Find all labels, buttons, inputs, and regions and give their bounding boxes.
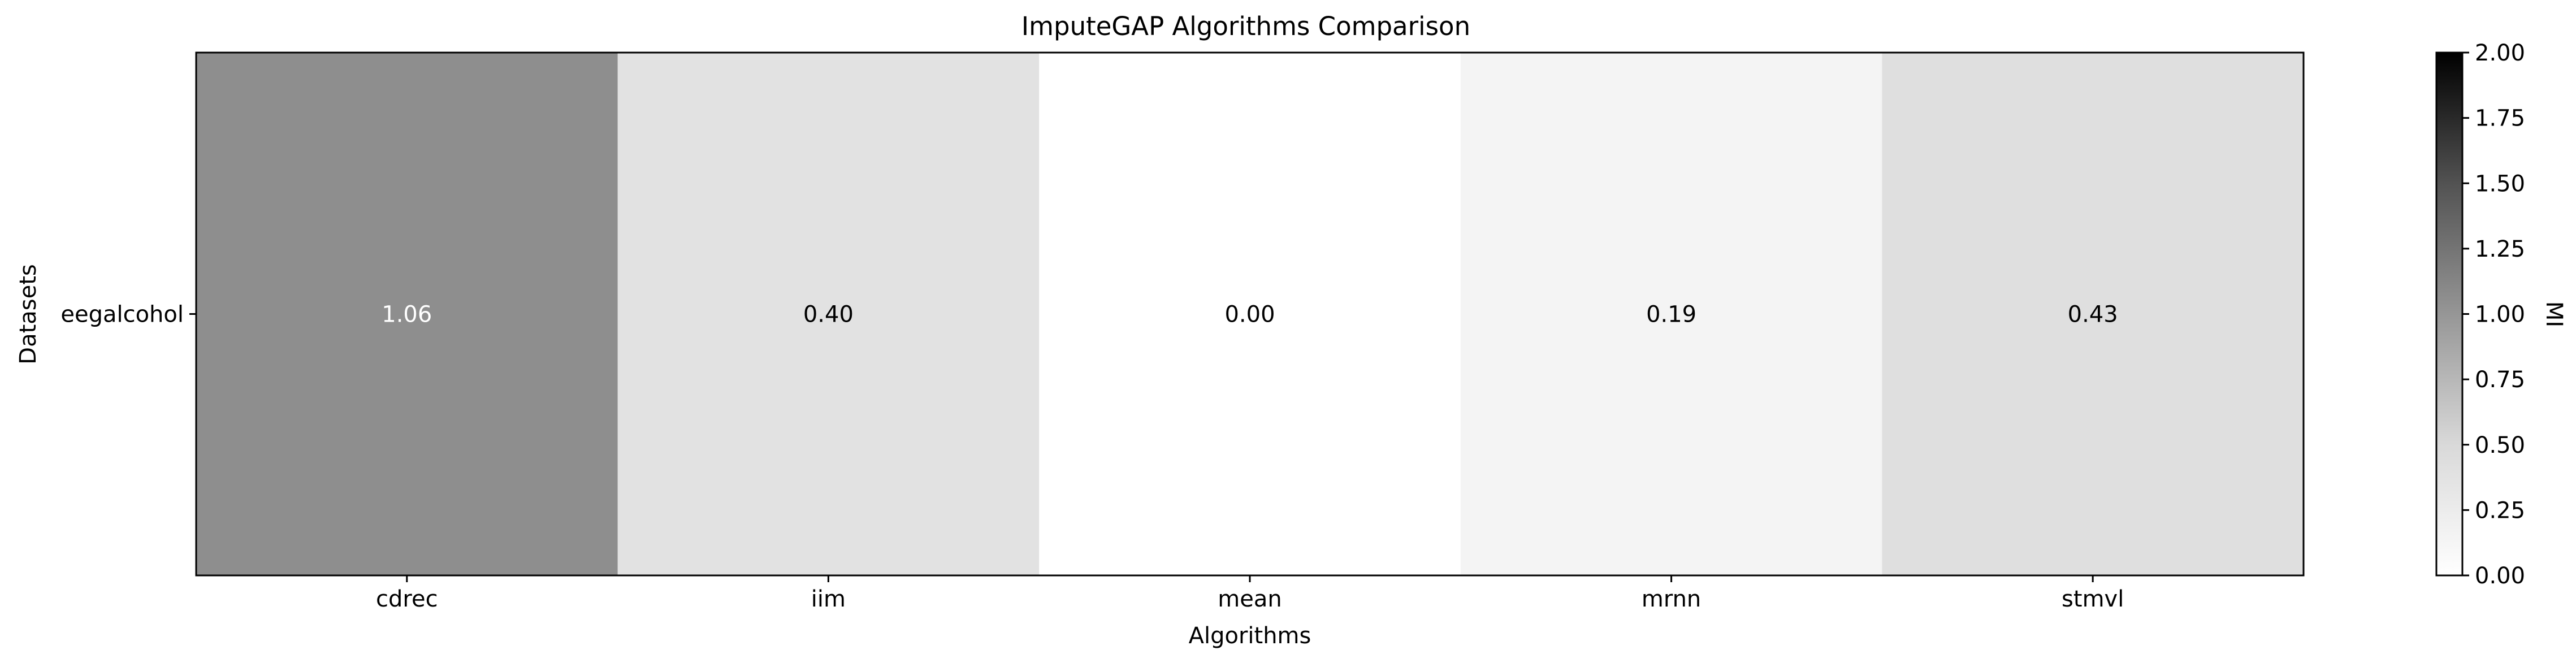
heatmap-cell-stmvl [1882, 53, 2304, 576]
x-tick-label: iim [811, 586, 846, 612]
y-tick-label: eegalcohol [60, 302, 184, 328]
heatmap-cell-mean [1039, 53, 1461, 576]
colorbar-tick-label: 0.50 [2475, 432, 2525, 458]
chart-title: ImputeGAP Algorithms Comparison [1021, 11, 1470, 41]
cell-value-label: 0.43 [2068, 302, 2118, 328]
colorbar-tick-label: 0.25 [2475, 497, 2525, 523]
x-axis-ticks: cdrec iim mean mrnn stmvl [376, 575, 2124, 612]
colorbar-tick-label: 2.00 [2475, 40, 2525, 66]
cell-value-label: 0.40 [803, 302, 854, 328]
colorbar-ticks: 0.00 0.25 0.50 0.75 1.00 1.25 1.50 1.75 2.00 [2462, 40, 2525, 589]
x-axis-label: Algorithms [1189, 623, 1311, 649]
heatmap-cells [196, 53, 2304, 576]
x-tick-label: cdrec [376, 586, 438, 612]
colorbar-tick-label: 0.00 [2475, 563, 2525, 589]
colorbar-tick-label: 1.75 [2475, 106, 2525, 132]
y-axis-ticks: eegalcohol [60, 302, 196, 328]
x-tick-label: mean [1218, 586, 1281, 612]
heatmap-cell-mrnn [1460, 53, 1882, 576]
colorbar-tick-label: 0.75 [2475, 367, 2525, 393]
cell-value-label: 0.19 [1646, 302, 1696, 328]
x-tick-label: mrnn [1642, 586, 1701, 612]
heatmap-cell-cdrec [196, 53, 618, 576]
colorbar [2435, 51, 2464, 577]
cell-value-label: 1.06 [382, 302, 432, 328]
y-axis-label: Datasets [15, 264, 41, 364]
colorbar-tick-label: 1.25 [2475, 236, 2525, 262]
colorbar-tick-label: 1.50 [2475, 171, 2525, 197]
colorbar-label: MI [2541, 301, 2567, 327]
x-tick-label: stmvl [2062, 586, 2124, 612]
heatmap-cell-labels: 1.06 0.40 0.00 0.19 0.43 [382, 302, 2118, 328]
colorbar-tick-label: 1.00 [2475, 302, 2525, 328]
cell-value-label: 0.00 [1224, 302, 1275, 328]
heatmap-cell-iim [617, 53, 1040, 576]
